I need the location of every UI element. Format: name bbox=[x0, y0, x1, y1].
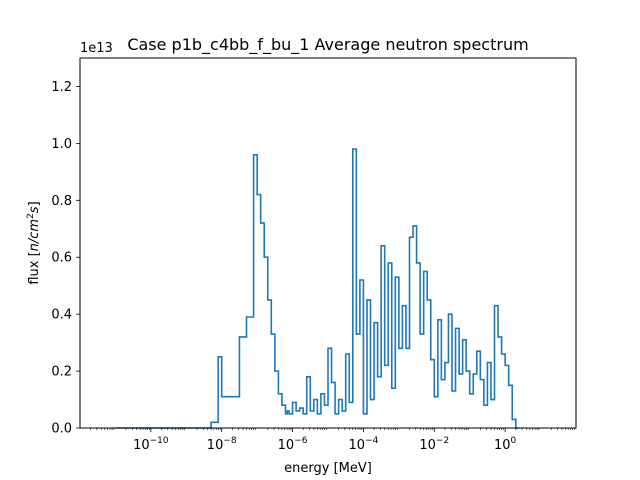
y-tick-label: 1.0 bbox=[51, 137, 72, 152]
x-tick-base: 10 bbox=[494, 438, 511, 453]
x-tick-exponent: −10 bbox=[150, 436, 169, 446]
y-tick-label: 1.2 bbox=[51, 80, 72, 95]
chart-title: Case p1b_c4bb_f_bu_1 Average neutron spe… bbox=[127, 35, 528, 55]
series-flux bbox=[115, 148, 520, 429]
x-tick-exponent: −4 bbox=[365, 436, 379, 446]
y-axis-ticks: 0.0 0.2 0.4 0.6 0.8 1.0 1.2 bbox=[51, 80, 80, 437]
x-tick-exponent: −2 bbox=[436, 436, 449, 446]
y-tick-label: 0.4 bbox=[51, 308, 72, 323]
x-tick-label: 10−6 bbox=[278, 436, 308, 453]
x-tick-exponent: −6 bbox=[294, 436, 308, 446]
y-axis-label: flux [n/cm2s] bbox=[26, 201, 42, 284]
y-label-math-tail: s bbox=[27, 206, 42, 213]
y-tick-label: 0.6 bbox=[51, 251, 72, 266]
x-tick-label: 10−2 bbox=[419, 436, 449, 453]
y-tick-label: 0.0 bbox=[51, 422, 72, 437]
y-label-math: n/cm bbox=[27, 219, 42, 251]
x-tick-base: 10 bbox=[133, 438, 150, 453]
y-label-suffix: ] bbox=[27, 201, 42, 206]
flux-step-line bbox=[115, 148, 520, 429]
x-tick-label: 10−4 bbox=[349, 436, 379, 453]
x-tick-exponent: 0 bbox=[511, 436, 517, 446]
y-axis-offset-label: 1e13 bbox=[80, 41, 113, 56]
x-axis-label: energy [MeV] bbox=[284, 461, 372, 476]
x-tick-label: 10−8 bbox=[207, 436, 237, 453]
x-axis-ticks: 10−10 10−8 10−6 10−4 10−2 100 bbox=[90, 428, 575, 453]
plot-frame bbox=[79, 57, 577, 429]
x-tick-exponent: −8 bbox=[223, 436, 237, 446]
y-label-prefix: flux [ bbox=[27, 251, 42, 284]
x-tick-label: 100 bbox=[494, 436, 517, 453]
y-label-sup: 2 bbox=[26, 213, 36, 219]
x-tick-base: 10 bbox=[207, 438, 224, 453]
x-tick-base: 10 bbox=[278, 438, 295, 453]
x-tick-base: 10 bbox=[349, 438, 366, 453]
y-tick-label: 0.2 bbox=[51, 365, 72, 380]
x-tick-label: 10−10 bbox=[133, 436, 169, 453]
y-tick-label: 0.8 bbox=[51, 194, 72, 209]
x-tick-base: 10 bbox=[419, 438, 436, 453]
